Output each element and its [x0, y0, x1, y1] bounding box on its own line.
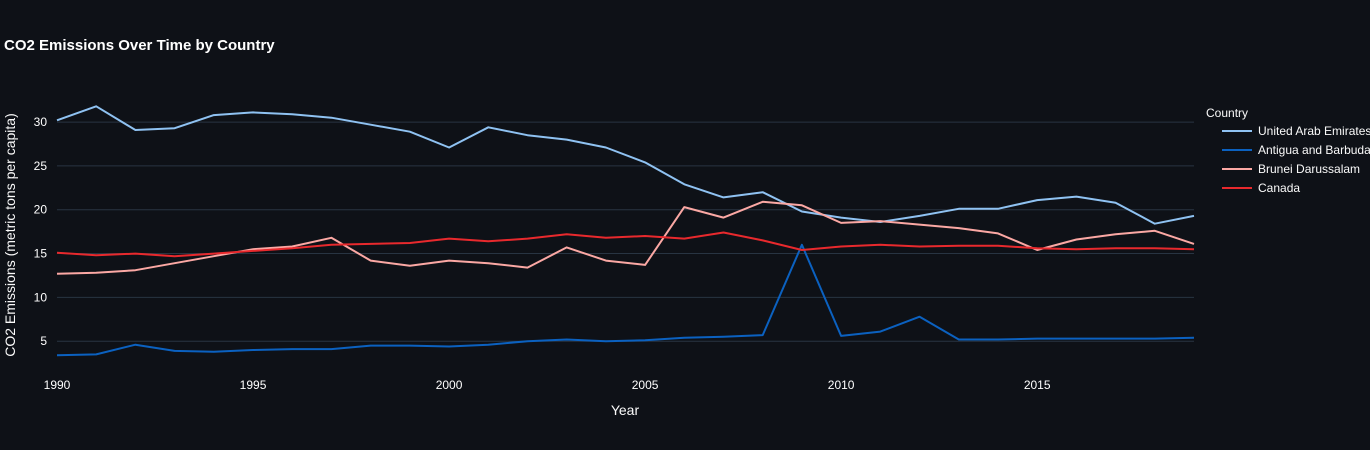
y-tick-label: 20: [34, 203, 48, 217]
chart-title: CO2 Emissions Over Time by Country: [4, 37, 275, 54]
y-axis-label: CO2 Emissions (metric tons per capita): [2, 113, 18, 357]
legend-item[interactable]: Brunei Darussalam: [1222, 162, 1360, 176]
series-line-antigua-and-barbuda: [56, 243, 1195, 357]
grid-lines: [57, 121, 1194, 342]
legend-label: Antigua and Barbuda: [1258, 143, 1370, 157]
legend-item[interactable]: United Arab Emirates: [1222, 124, 1370, 138]
x-tick-label: 2005: [632, 378, 659, 392]
legend-label: Brunei Darussalam: [1258, 162, 1360, 176]
x-axis-label: Year: [611, 402, 640, 418]
series-line-canada: [56, 231, 1195, 258]
x-tick-label: 1995: [240, 378, 267, 392]
y-tick-labels: 5 10 15 20 25 30: [34, 115, 48, 348]
legend-title: Country: [1206, 106, 1248, 120]
legend: Country United Arab Emirates Antigua and …: [1206, 106, 1370, 195]
y-tick-label: 10: [34, 290, 48, 304]
y-tick-label: 15: [34, 247, 48, 261]
series-line-united-arab-emirates: [56, 105, 1195, 225]
x-tick-label: 2015: [1024, 378, 1051, 392]
x-tick-label: 1990: [44, 378, 71, 392]
x-tick-label: 2000: [436, 378, 463, 392]
legend-label: United Arab Emirates: [1258, 124, 1370, 138]
x-tick-label: 2010: [828, 378, 855, 392]
y-tick-label: 30: [34, 115, 48, 129]
legend-label: Canada: [1258, 181, 1300, 195]
x-tick-labels: 1990 1995 2000 2005 2010 2015: [44, 378, 1051, 392]
y-tick-label: 25: [34, 159, 48, 173]
legend-item[interactable]: Antigua and Barbuda: [1222, 143, 1370, 157]
legend-item[interactable]: Canada: [1222, 181, 1300, 195]
series-lines: [56, 105, 1195, 357]
y-tick-label: 5: [40, 334, 47, 348]
